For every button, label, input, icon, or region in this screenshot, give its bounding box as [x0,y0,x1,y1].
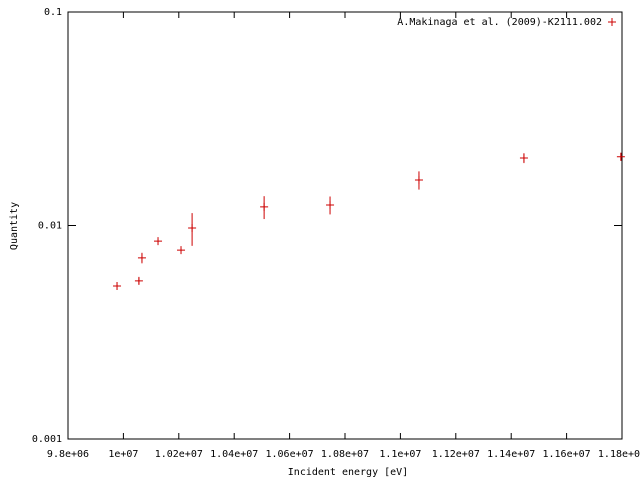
plot-border [67,11,623,440]
x-tick-label: 1.04e+07 [210,449,258,460]
x-tick-label: 1.1e+07 [379,449,421,460]
x-tick-label: 1e+07 [108,449,138,460]
x-tick-label: 1.16e+07 [543,449,591,460]
x-tick-label: 1.02e+07 [155,449,203,460]
y-tick-label: 0.01 [38,221,62,232]
y-tick-label: 0.1 [44,7,62,18]
data-point [137,253,146,262]
data-point [188,224,197,233]
x-tick-label: 1.12e+07 [432,449,480,460]
y-axis-label: Quantity [9,202,20,250]
x-tick-label: 1.14e+07 [487,449,535,460]
x-tick-label: 9.8e+06 [47,449,89,460]
data-point [154,237,163,246]
x-tick-label: 1.08e+07 [321,449,369,460]
data-point [616,152,625,161]
data-point [326,201,335,210]
data-point [260,202,269,211]
x-tick-label: 1.06e+07 [266,449,314,460]
data-point [113,281,122,290]
data-point [414,176,423,185]
data-point [134,276,143,285]
x-tick-label: 1.18e+07 [598,449,640,460]
data-point [177,246,186,255]
data-point [519,154,528,163]
legend-marker [608,18,616,26]
y-tick-label: 0.001 [32,434,62,445]
x-axis-label: Incident energy [eV] [288,467,408,478]
legend-label: A.Makinaga et al. (2009)-K2111.002 [397,17,602,28]
